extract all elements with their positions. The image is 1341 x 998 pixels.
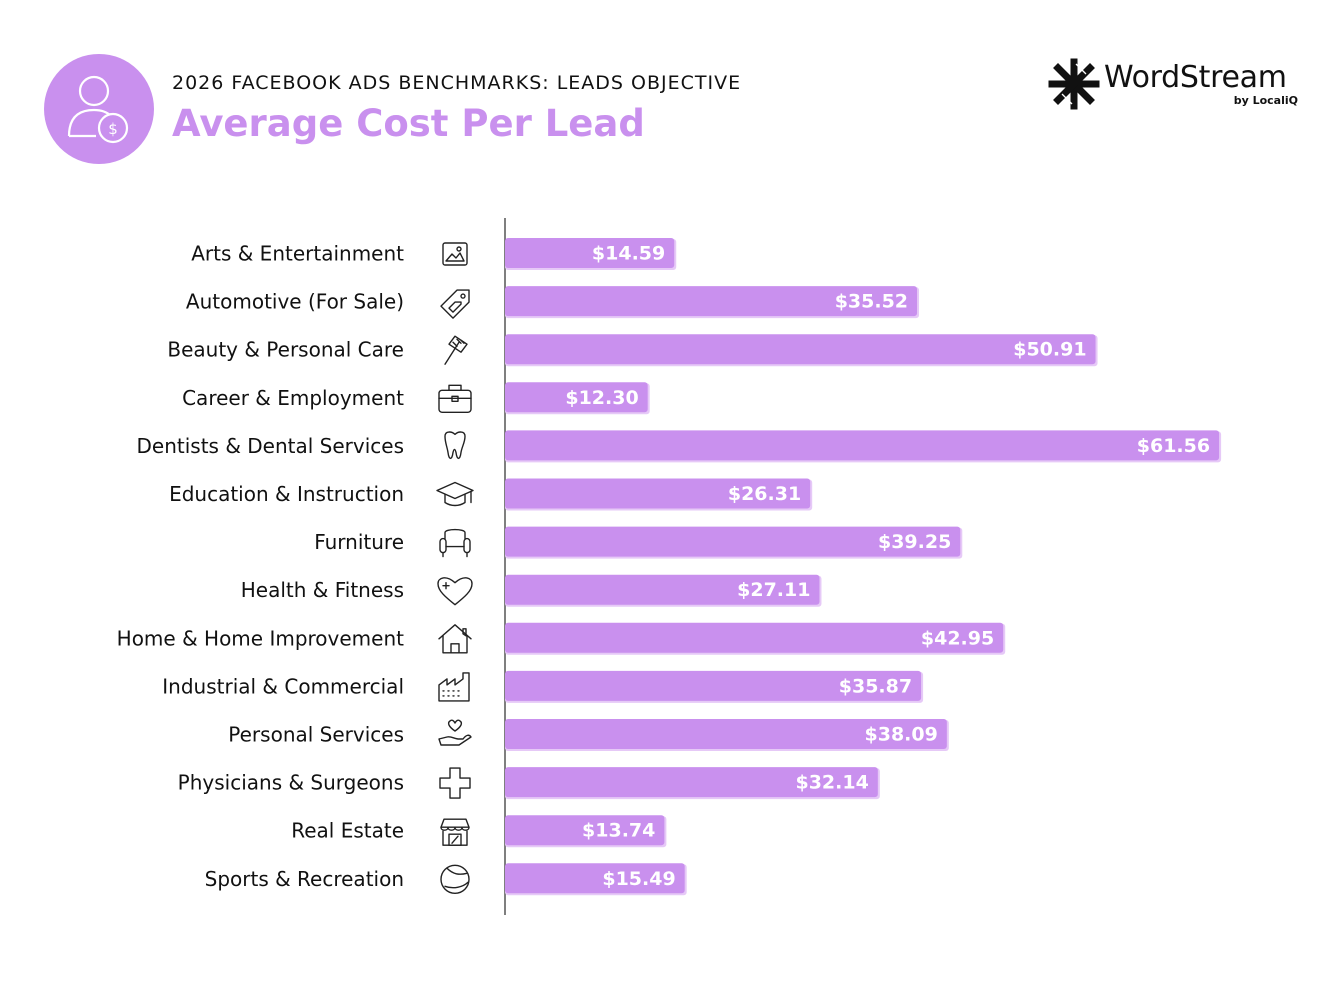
value-label: $50.91 [1013,339,1086,361]
category-label: Education & Instruction [169,482,404,506]
bar-row: Industrial & Commercial $35.87 [162,670,924,703]
bar-row: Real Estate $13.74 [291,815,667,848]
tooth-icon [444,431,466,460]
value-label: $26.31 [728,483,801,505]
picture-frame-icon [442,242,468,266]
bar-row: Sports & Recreation $15.49 [205,863,687,896]
bar [505,238,675,268]
value-label: $32.14 [795,772,868,794]
category-label: Beauty & Personal Care [167,338,404,362]
heart-plus-icon [437,577,473,606]
category-label: Arts & Entertainment [191,242,404,266]
chart-title: Average Cost Per Lead [172,102,645,145]
bar-row: Automotive (For Sale) $35.52 [186,286,920,319]
category-label: Automotive (For Sale) [186,290,404,314]
wordstream-logo-icon [1048,58,1100,110]
value-label: $42.95 [921,627,994,649]
bar-row: Arts & Entertainment $14.59 [191,238,677,270]
bar [505,670,922,701]
bar [505,430,1220,461]
graduation-cap-icon [436,481,474,507]
svg-text:$: $ [108,120,118,138]
bar [505,526,961,557]
category-label: Sports & Recreation [205,867,404,891]
value-label: $35.52 [835,291,908,313]
bar-row: Career & Employment $12.30 [182,382,650,415]
bar [505,863,685,894]
bar [505,622,1004,653]
person-dollar-icon: $ [67,75,129,144]
bar-row: Personal Services $38.09 [228,719,949,751]
value-label: $15.49 [602,868,675,890]
value-label: $14.59 [592,243,665,265]
category-label: Dentists & Dental Services [137,434,405,458]
value-label: $12.30 [565,387,638,409]
factory-icon [438,672,470,702]
brand-name: WordStream [1104,60,1287,95]
value-label: $27.11 [737,579,810,601]
bar-row: Health & Fitness $27.11 [241,574,822,607]
category-label: Furniture [314,530,404,554]
category-label: Health & Fitness [241,578,404,602]
header-badge: $ [44,54,154,164]
bar [505,767,878,798]
bar [505,334,1096,365]
brand-subtitle: by LocaliQ [1233,94,1298,107]
bar-row: Physicians & Surgeons $32.14 [178,767,880,800]
chart-kicker: 2026 FACEBOOK ADS BENCHMARKS: LEADS OBJE… [172,72,742,94]
value-label: $61.56 [1137,435,1210,457]
category-label: Industrial & Commercial [162,674,404,698]
category-label: Real Estate [291,819,404,843]
armchair-icon [439,528,471,558]
bar [505,478,811,509]
house-icon [438,624,472,654]
value-label: $35.87 [839,675,912,697]
briefcase-icon [438,384,472,413]
bar-row: Beauty & Personal Care $50.91 [167,334,1098,367]
bar [505,382,648,413]
value-label: $38.09 [865,724,938,746]
category-label: Personal Services [228,723,404,747]
medical-cross-icon [439,767,471,799]
bar [505,719,947,749]
category-label: Home & Home Improvement [117,626,404,650]
hand-heart-icon [438,719,472,746]
bar-row: Furniture $39.25 [314,526,963,559]
value-label: $39.25 [878,531,951,553]
comb-icon [444,335,468,365]
ball-icon [440,864,470,894]
brand-logo: WordStream by LocaliQ [1048,58,1298,110]
bar-row: Dentists & Dental Services $61.56 [137,430,1222,463]
bar-row: Home & Home Improvement $42.95 [117,622,1006,655]
bar [505,286,918,317]
bar [505,574,820,605]
storefront-icon [440,818,470,846]
value-label: $13.74 [582,820,655,842]
bar-row: Education & Instruction $26.31 [169,478,813,511]
category-label: Career & Employment [182,386,404,410]
bar [505,815,665,846]
car-tag-icon [440,289,470,319]
category-label: Physicians & Surgeons [178,771,404,795]
